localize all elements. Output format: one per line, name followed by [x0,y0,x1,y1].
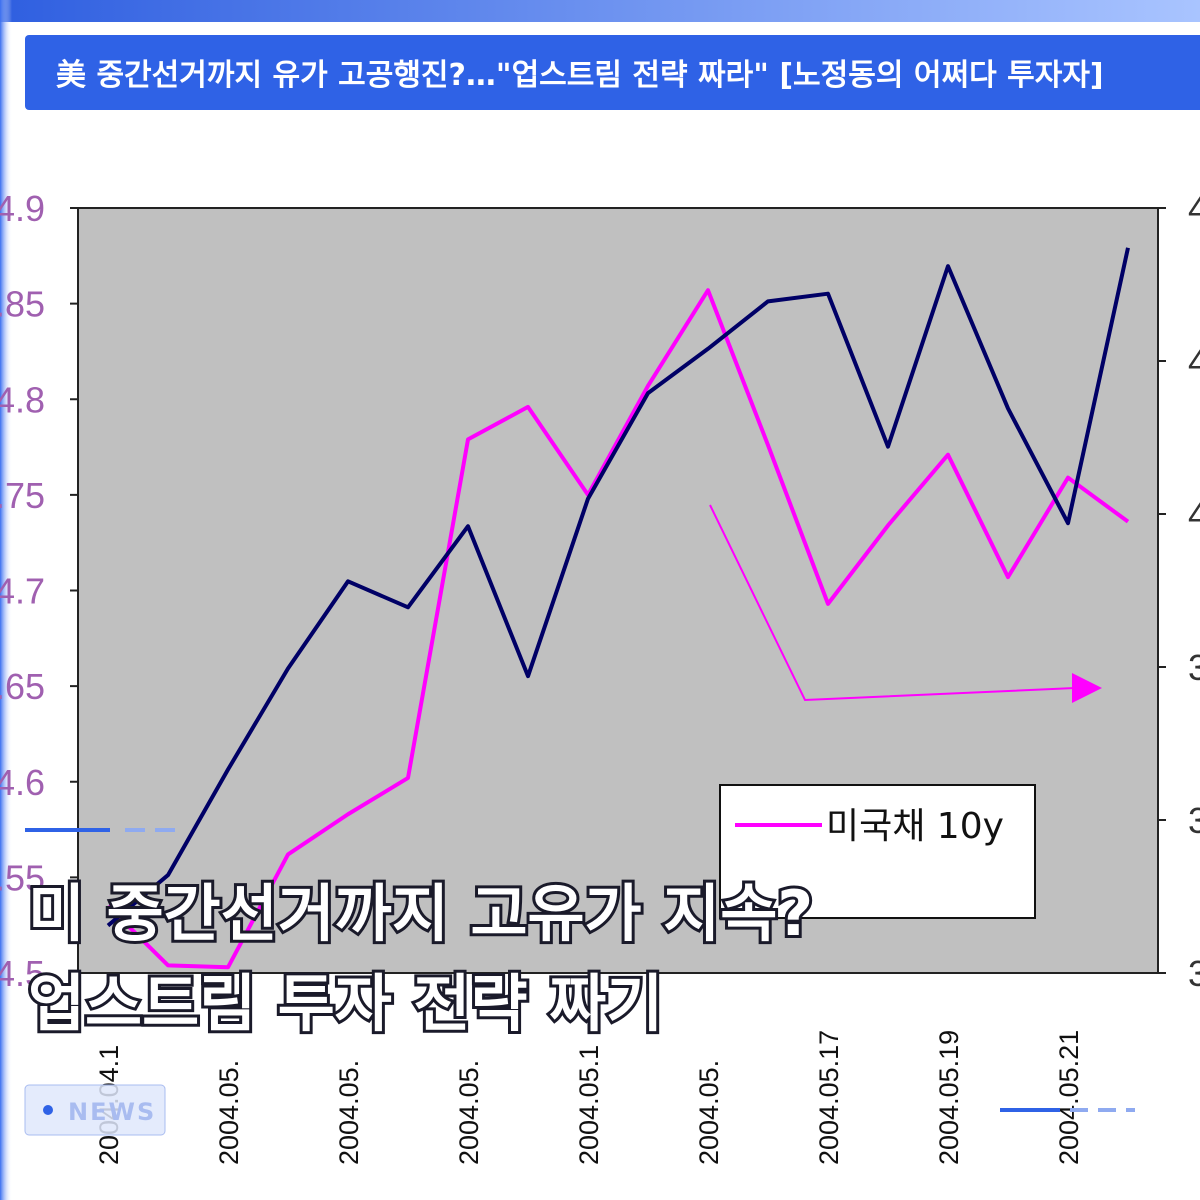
y2-tick-label: 3 [1188,800,1200,841]
y-tick-label: 4.7 [0,571,45,612]
x-tick-label: 2004.05. [334,1060,364,1165]
y2-tick-label: 3 [1188,953,1200,994]
x-tick-label: 2004.05. [214,1060,244,1165]
left-band [0,0,12,1200]
x-tick-label: 2004.05. [454,1060,484,1165]
y-tick-label: 4.65 [0,666,45,707]
y2-tick-label: 4 [1188,188,1200,229]
x-tick-label: 2004.05.19 [934,1030,964,1165]
y-tick-label: 4.85 [0,284,45,325]
y2-tick-label: 4 [1188,341,1200,382]
x-tick-label: 2004.05.1 [574,1045,604,1165]
x-tick-label: 2004.05.21 [1054,1030,1084,1165]
y-tick-label: 4.9 [0,188,45,229]
header-bar [25,35,1200,110]
series-line [106,288,1130,970]
headline: 미 중간선거까지 고유가 지속? [28,877,813,950]
badge [24,1084,166,1136]
legend-items: 미국채 10y [735,806,1004,847]
chart: 4.5 4.55 4.6 4.65 4.7 4.75 4.8 4.85 4.9 3 3 3 4 4 4 200… [0,188,1200,1165]
arrow-line [709,504,1076,702]
legend [719,784,1036,919]
y2-tick-label: 4 [1188,494,1200,535]
top-band [0,0,1200,22]
badge-text: NEWS [68,1098,156,1126]
y-tick-label: 4.55 [0,857,45,898]
annotation-arrow [709,504,1102,703]
y-tick-label: 4.5 [0,953,45,994]
series-line [106,247,1130,928]
headline: 업스트림 투자 전략 짜기 [28,967,663,1040]
x-tick-label: 2004.05. [694,1060,724,1165]
y-tick-label: 4.8 [0,379,45,420]
header-title: 美 중간선거까지 유가 고공행진?…"업스트림 전략 짜라" [노정동의 어쩌다… [56,58,1104,93]
legend-label: 미국채 10y [826,806,1004,847]
y2-tick-label: 3 [1188,647,1200,688]
y-tick-label: 4.75 [0,475,45,516]
arrow-head [1072,673,1102,703]
x-tick-label: 2004.05.17 [814,1030,844,1165]
badge-dot [43,1105,53,1115]
y-tick-label: 4.6 [0,762,45,803]
